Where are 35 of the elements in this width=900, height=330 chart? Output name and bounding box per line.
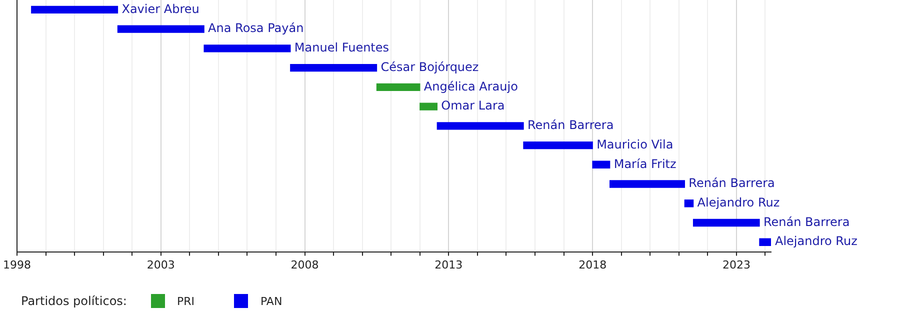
bar — [376, 83, 420, 91]
bar — [523, 141, 593, 150]
data-label: César Bojórquez — [380, 60, 479, 74]
bar — [420, 102, 438, 110]
data-label: María Fritz — [614, 156, 676, 171]
bar — [610, 180, 685, 188]
bar — [592, 160, 610, 168]
x-tick-label: 2003 — [146, 258, 175, 272]
bar — [117, 25, 204, 33]
bar — [684, 200, 694, 208]
legend-label: PRI — [176, 294, 194, 308]
bar — [204, 44, 291, 52]
x-tick-label: 2018 — [578, 258, 607, 272]
bar — [31, 6, 118, 14]
bar — [759, 238, 771, 246]
data-label: Renán Barrera — [763, 214, 850, 229]
data-label: Omar Lara — [441, 98, 505, 113]
legend-label: PAN — [260, 294, 282, 308]
data-label: Alejandro Ruz — [775, 234, 858, 248]
bar — [290, 64, 378, 72]
legend-title: Partidos políticos: — [21, 294, 127, 308]
data-label: Renán Barrera — [688, 176, 775, 190]
data-label: Alejandro Ruz — [697, 196, 780, 210]
bar — [436, 122, 524, 130]
x-tick-label: 2008 — [290, 258, 319, 272]
data-label: Ana Rosa Payán — [208, 21, 304, 36]
data-label: Xavier Abreu — [122, 2, 200, 16]
data-label: Manuel Fuentes — [294, 40, 390, 55]
data-label: Renán Barrera — [528, 118, 614, 132]
data-label: Mauricio Vila — [596, 137, 674, 152]
x-tick-label: 1998 — [2, 258, 31, 272]
x-tick-label: 2013 — [434, 258, 463, 272]
x-tick-label: 2023 — [722, 258, 750, 272]
data-label: Angélica Araujo — [424, 79, 518, 94]
bar — [692, 218, 760, 227]
